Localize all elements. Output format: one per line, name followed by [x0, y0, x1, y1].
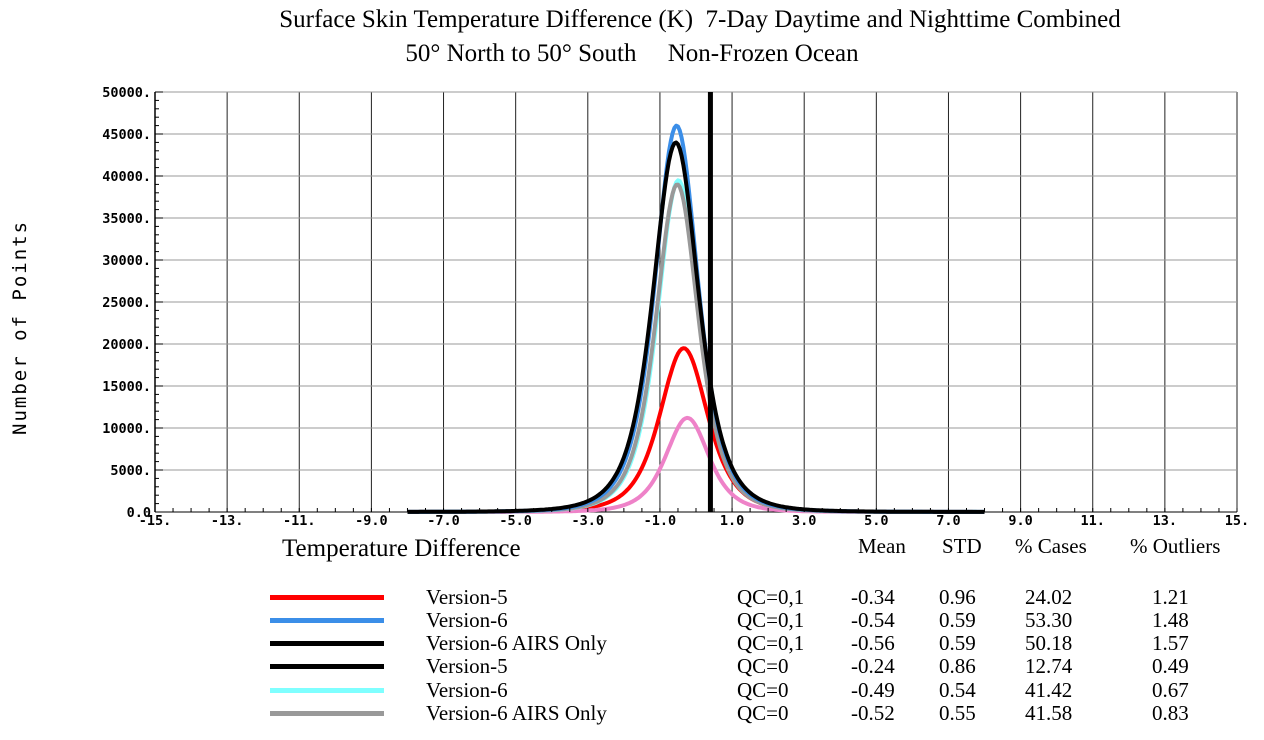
- legend-series-name: Version-6: [426, 608, 508, 632]
- legend-std: 0.59: [939, 608, 976, 632]
- x-tick-label: 13.: [1153, 513, 1177, 529]
- legend-swatch: [270, 688, 384, 693]
- legend-swatch: [270, 711, 384, 716]
- stats-header-outliers: % Outliers: [1130, 534, 1221, 558]
- legend-series-name: Version-6: [426, 678, 508, 702]
- series-line: [407, 182, 985, 514]
- legend-row: Version-6 AIRS Only QC=0,1 -0.56 0.59 50.18 1…: [0, 632, 1264, 654]
- legend-mean: -0.54: [851, 608, 895, 632]
- x-tick-label: -3.0: [572, 513, 605, 529]
- legend-qc: QC=0: [737, 654, 789, 678]
- stats-header-mean: Mean: [858, 534, 906, 558]
- legend-cases: 50.18: [1025, 631, 1073, 655]
- y-tick-label: 20000.: [102, 337, 151, 353]
- legend-cases: 41.58: [1025, 701, 1073, 725]
- y-tick-labels: 0.0 5000. 10000. 15000. 20000. 25000. 30000. 35…: [102, 85, 151, 521]
- series-line: [407, 415, 985, 514]
- legend-series-name: Version-6 AIRS Only: [426, 701, 607, 725]
- legend-row: Version-6 QC=0 -0.49 0.54 41.42 0.67: [0, 679, 1264, 701]
- y-tick-label: 25000.: [102, 295, 151, 311]
- x-tick-label: 11.: [1081, 513, 1105, 529]
- legend-std: 0.55: [939, 701, 976, 725]
- x-tick-label: 1.0: [720, 513, 744, 529]
- legend-cases: 12.74: [1025, 654, 1073, 678]
- x-tick-label: 9.0: [1008, 513, 1032, 529]
- legend-series-name: Version-5: [426, 585, 508, 609]
- chart-plot: 0.0 5000. 10000. 15000. 20000. 25000. 30000. 35…: [102, 85, 1249, 529]
- legend-series-name: Version-6 AIRS Only: [426, 631, 607, 655]
- legend-outliers: 0.49: [1152, 654, 1189, 678]
- x-tick-label: -5.0: [499, 513, 532, 529]
- x-tick-label: -9.0: [355, 513, 388, 529]
- series-curves: [407, 123, 985, 514]
- legend-std: 0.54: [939, 678, 976, 702]
- y-tick-label: 5000.: [110, 463, 151, 479]
- chart-title-line-1: Surface Skin Temperature Difference (K) …: [279, 6, 1121, 33]
- legend-outliers: 1.21: [1152, 585, 1189, 609]
- y-tick-label: 10000.: [102, 421, 151, 437]
- x-tick-label: -13.: [211, 513, 244, 529]
- y-tick-label: 50000.: [102, 85, 151, 101]
- legend-row: Version-6 AIRS Only QC=0 -0.52 0.55 41.58 0.8…: [0, 702, 1264, 724]
- x-tick-label: -1.0: [644, 513, 677, 529]
- x-tick-label: -15.: [139, 513, 172, 529]
- series-line: [407, 123, 985, 514]
- legend-row: Version-5 QC=0,1 -0.34 0.96 24.02 1.21: [0, 586, 1264, 608]
- x-tick-label: 7.0: [936, 513, 960, 529]
- legend-qc: QC=0: [737, 678, 789, 702]
- axes: [154, 91, 1238, 513]
- legend-qc: QC=0,1: [737, 631, 805, 655]
- stats-header-cases: % Cases: [1015, 534, 1087, 558]
- x-tick-label: 3.0: [792, 513, 816, 529]
- legend-qc: QC=0: [737, 701, 789, 725]
- legend-mean: -0.56: [851, 631, 895, 655]
- y-tick-label: 45000.: [102, 127, 151, 143]
- legend-qc: QC=0,1: [737, 608, 805, 632]
- stats-header-std: STD: [942, 534, 982, 558]
- legend-std: 0.96: [939, 585, 976, 609]
- x-axis-label: Temperature Difference: [282, 535, 521, 562]
- y-tick-label: 15000.: [102, 379, 151, 395]
- legend-std: 0.59: [939, 631, 976, 655]
- x-tick-label: -11.: [283, 513, 316, 529]
- legend-row: Version-5 QC=0 -0.24 0.86 12.74 0.49: [0, 655, 1264, 677]
- legend-cases: 24.02: [1025, 585, 1073, 609]
- legend-outliers: 0.67: [1152, 678, 1189, 702]
- legend-mean: -0.34: [851, 585, 895, 609]
- chart-title-line-2: 50° North to 50° South Non-Frozen Ocean: [405, 40, 859, 67]
- series-line: [407, 140, 985, 514]
- legend-outliers: 1.48: [1152, 608, 1189, 632]
- y-axis-label: Number of Points: [9, 219, 31, 435]
- legend-cases: 53.30: [1025, 608, 1073, 632]
- y-tick-label: 0.0: [127, 505, 151, 521]
- x-tick-label: 5.0: [864, 513, 888, 529]
- legend-swatch: [270, 595, 384, 600]
- legend-swatch: [270, 641, 384, 646]
- legend-mean: -0.52: [851, 701, 895, 725]
- legend-outliers: 0.83: [1152, 701, 1189, 725]
- legend-mean: -0.49: [851, 678, 895, 702]
- legend-mean: -0.24: [851, 654, 895, 678]
- series-line: [407, 178, 985, 514]
- legend-swatch: [270, 618, 384, 623]
- y-tick-label: 30000.: [102, 253, 151, 269]
- y-tick-label: 35000.: [102, 211, 151, 227]
- x-tick-label: -7.0: [427, 513, 460, 529]
- legend-row: Version-6 QC=0,1 -0.54 0.59 53.30 1.48: [0, 609, 1264, 631]
- x-tick-labels: -15. -13. -11. -9.0 -7.0 -5.0 -3.0 -1.0 1.0 3.0 5.…: [139, 513, 1249, 529]
- legend-cases: 41.42: [1025, 678, 1073, 702]
- legend-swatch: [270, 664, 384, 669]
- x-tick-label: 15.: [1225, 513, 1249, 529]
- legend-std: 0.86: [939, 654, 976, 678]
- legend-outliers: 1.57: [1152, 631, 1189, 655]
- y-tick-label: 40000.: [102, 169, 151, 185]
- legend-series-name: Version-5: [426, 654, 508, 678]
- legend-qc: QC=0,1: [737, 585, 805, 609]
